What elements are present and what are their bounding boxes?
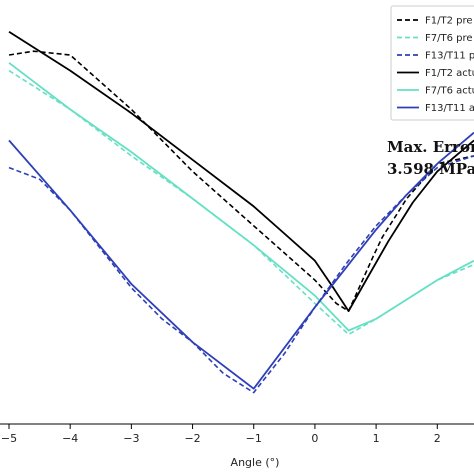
x-ticks: −5 −4 −3 −2 −1 0 1 2	[1, 424, 441, 445]
legend-label-3: F13/T11 p	[425, 51, 474, 62]
legend-box	[390, 5, 474, 121]
series-line-6	[8, 131, 474, 390]
x-tick-label: 1	[373, 432, 380, 445]
series-line-4	[8, 31, 474, 312]
legend-label-5: F7/T6 actu	[425, 86, 474, 97]
legend-label-1: F1/T2 pre	[425, 16, 473, 27]
series-line-1	[8, 50, 474, 312]
x-tick-label: −4	[62, 432, 78, 445]
legend: F1/T2 pre F7/T6 pre F13/T11 p F1/T2 actu F7/…	[390, 5, 474, 121]
legend-label-2: F7/T6 pre	[425, 33, 473, 44]
legend-label-4: F1/T2 actu	[425, 68, 474, 79]
series-line-2	[8, 69, 474, 336]
annotation-line-1: Max. Error	[387, 138, 474, 156]
x-tick-label: −1	[246, 432, 262, 445]
legend-items: F1/T2 pre F7/T6 pre F13/T11 p F1/T2 actu F7/…	[397, 16, 474, 114]
legend-label-6: F13/T11 a	[425, 103, 474, 114]
x-tick-label: 0	[311, 432, 318, 445]
x-tick-label: −5	[1, 432, 17, 445]
annotation-line-2: 3.598 MPa	[387, 160, 474, 178]
x-tick-label: −3	[123, 432, 139, 445]
x-tick-label: 2	[434, 432, 441, 445]
x-tick-label: −2	[184, 432, 200, 445]
x-axis-label: Angle (°)	[231, 456, 280, 469]
series-line-3	[8, 155, 474, 394]
annotation: Max. Error 3.598 MPa	[387, 138, 474, 178]
series-layer	[8, 31, 474, 394]
series-line-5	[8, 62, 474, 332]
